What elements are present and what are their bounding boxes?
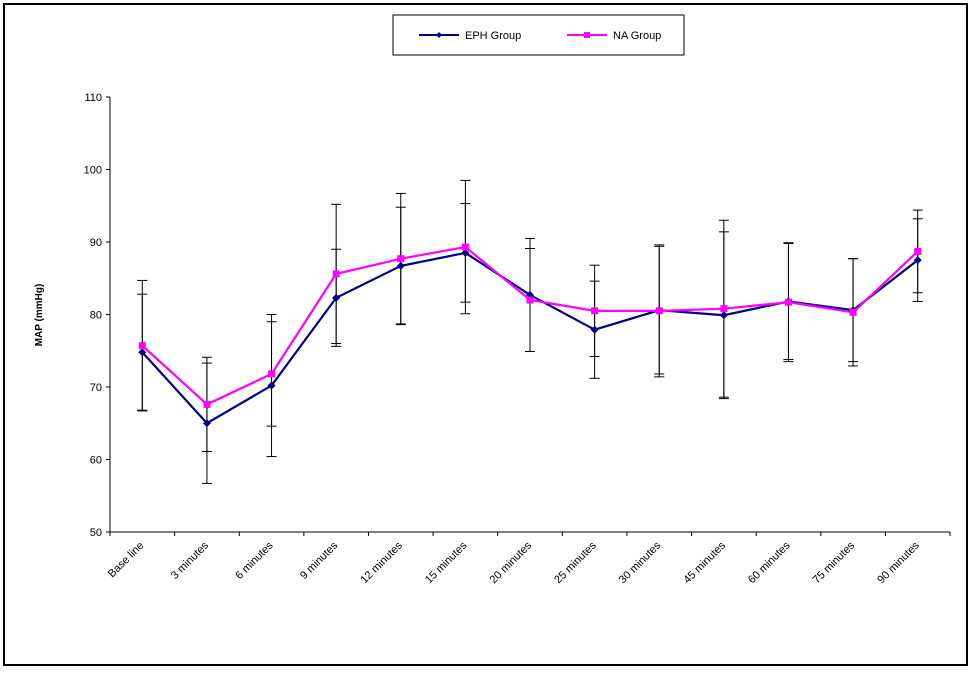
map-line-chart: EPH Group NA Group MAP (mmHg) 50 60 70 80 90…: [34, 14, 951, 586]
data-point-eph: [267, 381, 276, 390]
data-point-na: [332, 270, 340, 278]
legend-marker-eph: [436, 32, 442, 38]
x-tick-label: 25 minutes: [552, 539, 599, 586]
legend: EPH Group NA Group: [392, 14, 685, 56]
data-point-na: [914, 247, 922, 255]
x-tick-label: 60 minutes: [746, 539, 793, 586]
data-point-na: [526, 296, 534, 304]
data-point-eph: [913, 256, 922, 265]
chart-frame: EPH Group NA Group MAP (mmHg) 50 60 70 80 90…: [3, 3, 968, 666]
x-tick-label: 9 minutes: [298, 539, 341, 582]
y-tick-label: 50: [90, 527, 102, 539]
x-tick-label: 15 minutes: [423, 539, 470, 586]
data-point-na: [655, 307, 663, 315]
data-point-na: [784, 298, 792, 306]
data-point-eph: [590, 325, 599, 334]
data-point-eph: [461, 248, 470, 257]
x-ticks: Base line 3 minutes 6 minutes 9 minutes 12 m…: [106, 532, 951, 586]
y-ticks: 50 60 70 80 90 100 110: [84, 92, 110, 539]
data-point-na: [461, 243, 469, 251]
data-point-na: [720, 305, 728, 313]
x-tick-label: 75 minutes: [811, 539, 858, 586]
data-point-na: [591, 307, 599, 315]
data-point-eph: [332, 293, 341, 302]
x-tick-label: Base line: [106, 540, 146, 580]
data-point-eph: [202, 419, 211, 428]
x-tick-label: 20 minutes: [488, 539, 535, 586]
y-tick-label: 70: [90, 382, 102, 394]
legend-label-eph: EPH Group: [465, 30, 521, 42]
x-tick-label: 12 minutes: [358, 539, 405, 586]
x-tick-label: 90 minutes: [875, 539, 922, 586]
y-tick-label: 90: [90, 237, 102, 249]
y-tick-label: 110: [84, 92, 102, 104]
y-tick-label: 80: [90, 310, 102, 322]
y-axis-title: MAP (mmHg): [34, 284, 45, 347]
data-point-eph: [719, 311, 728, 320]
data-point-na: [268, 370, 276, 378]
x-tick-label: 6 minutes: [233, 539, 276, 582]
error-bars: [137, 179, 923, 484]
x-tick-label: 45 minutes: [681, 539, 728, 586]
x-tick-label: 30 minutes: [617, 539, 664, 586]
data-point-na: [397, 255, 405, 263]
legend-marker-na: [584, 32, 590, 38]
x-tick-label: 3 minutes: [169, 539, 212, 582]
y-tick-label: 100: [84, 165, 102, 177]
data-point-eph: [396, 261, 405, 270]
data-point-na: [849, 308, 857, 316]
data-point-na: [203, 400, 211, 408]
data-point-eph: [138, 348, 147, 357]
legend-label-na: NA Group: [613, 30, 661, 42]
data-point-na: [138, 342, 146, 350]
series-points: [138, 243, 922, 428]
y-tick-label: 60: [90, 455, 102, 467]
